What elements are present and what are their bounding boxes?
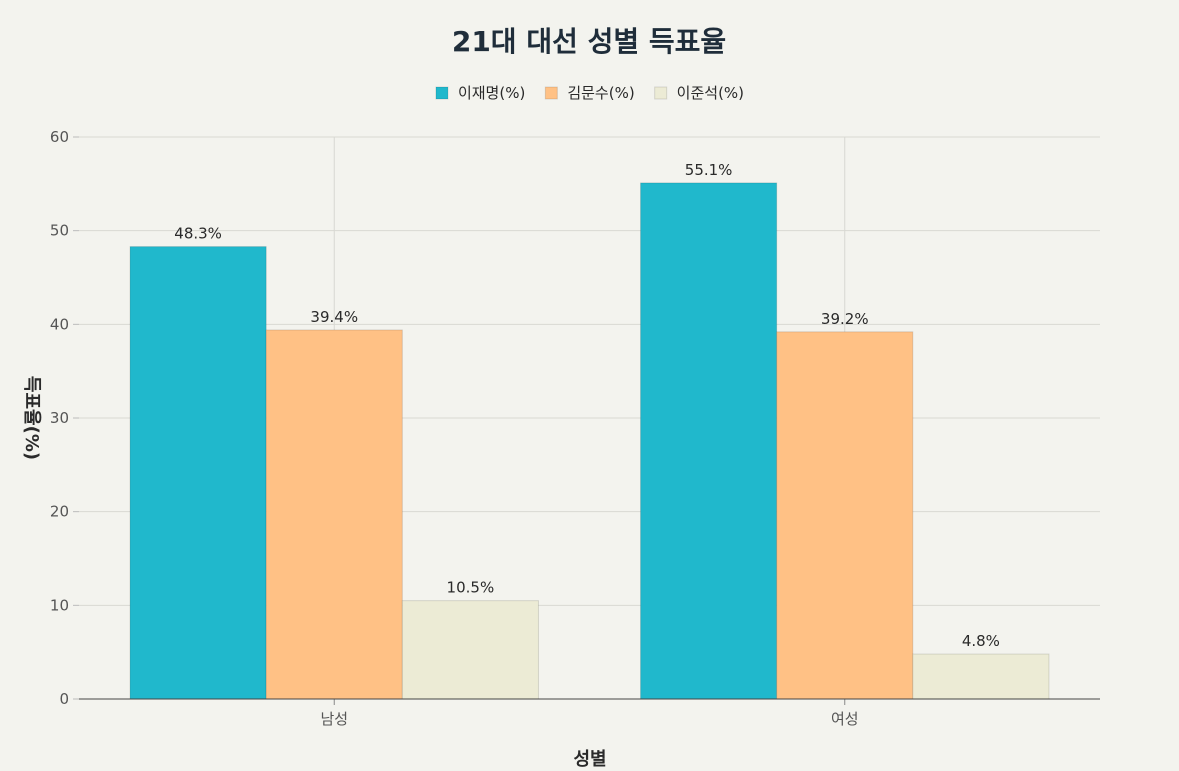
y-tick-label: 20 [50,503,69,521]
data-label: 39.2% [821,310,869,328]
legend-swatch [435,86,449,100]
y-tick-label: 40 [50,315,69,333]
legend: 이재명(%) 김문수(%) 이준석(%) [435,84,744,102]
y-tick-label: 50 [50,222,69,240]
data-label: 10.5% [447,579,495,597]
y-tick-label: 60 [50,128,69,146]
legend-swatch [544,86,558,100]
x-category-label: 남성 [320,710,348,728]
x-axis-title: 성별 [573,749,606,770]
y-axis-title: 득표율(%) [21,376,42,460]
bar[interactable] [401,600,539,700]
x-axis-categories: 남성 여성 [320,699,859,728]
legend-item[interactable]: 이준석(%) [654,84,744,102]
bar[interactable] [640,182,778,700]
bar[interactable] [129,246,267,700]
data-label: 39.4% [310,308,358,326]
legend-item[interactable]: 이재명(%) [435,84,525,102]
bars [129,182,1050,700]
data-label: 4.8% [962,632,1000,650]
data-label: 48.3% [174,225,222,243]
y-tick-label: 30 [50,409,69,427]
chart-title: 21대 대선 성별 득표율 [452,25,726,58]
data-labels: 48.3% 39.4% 10.5% 55.1% 39.2% 4.8% [174,161,1000,650]
bar[interactable] [776,331,914,700]
legend-item[interactable]: 김문수(%) [544,84,635,102]
legend-swatch [654,86,668,100]
y-tick-label: 0 [59,690,69,708]
legend-label: 이재명(%) [458,84,525,102]
bar[interactable] [912,653,1050,700]
bar[interactable] [265,329,403,700]
x-category-label: 여성 [831,710,859,728]
legend-label: 이준석(%) [677,84,744,102]
y-axis-ticks: 0 10 20 30 40 50 60 [50,128,79,708]
y-tick-label: 10 [50,596,69,614]
data-label: 55.1% [685,161,733,179]
legend-label: 김문수(%) [567,84,634,102]
